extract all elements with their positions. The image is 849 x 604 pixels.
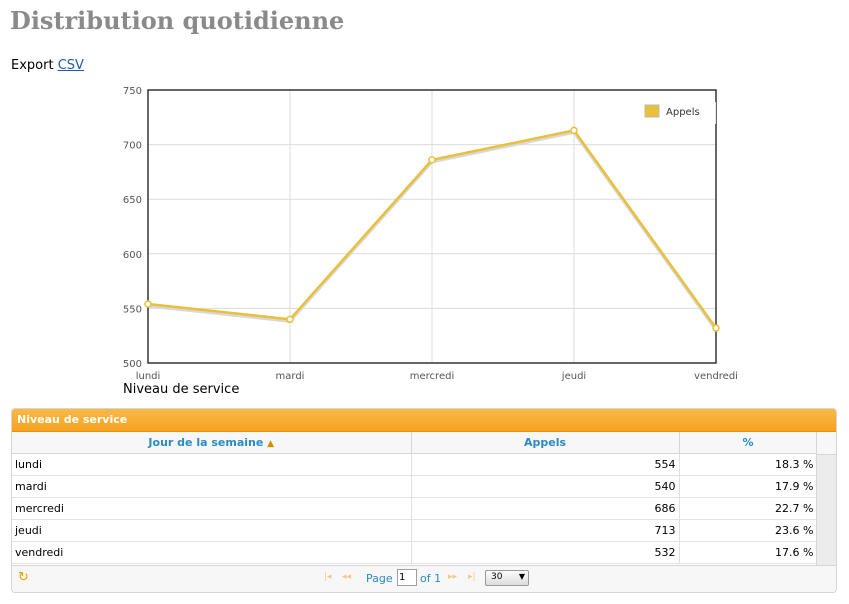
rows-per-page-value: 30 — [491, 572, 503, 582]
cell-calls: 686 — [411, 497, 680, 520]
y-tick-label: 500 — [123, 359, 142, 370]
column-header-percent[interactable]: % — [679, 432, 818, 454]
y-tick-label: 650 — [123, 195, 142, 206]
dropdown-arrow-icon: ▼ — [518, 572, 525, 581]
cell-percent: 17.6 % — [679, 541, 818, 564]
data-point — [144, 300, 152, 308]
page-label: Page — [366, 572, 393, 585]
refresh-icon[interactable]: ↻ — [18, 570, 29, 585]
cell-percent: 23.6 % — [679, 519, 818, 542]
export-label: Export — [11, 58, 54, 73]
x-tick-label: jeudi — [561, 371, 586, 382]
vertical-scrollbar[interactable] — [816, 455, 836, 565]
x-tick-label: lundi — [136, 371, 161, 382]
rows-per-page-select[interactable]: 30 ▼ — [485, 570, 529, 586]
data-point — [286, 315, 294, 324]
column-header-day[interactable]: Jour de la semaine ▲ — [12, 432, 412, 454]
page-count-label: of 1 — [420, 572, 442, 585]
last-page-icon[interactable]: ▸| — [468, 572, 476, 582]
cell-calls: 532 — [411, 541, 680, 564]
header-row: Jour de la semaine ▲ Appels % — [12, 432, 818, 454]
cell-percent: 17.9 % — [679, 475, 818, 498]
chart-caption: Niveau de service — [123, 382, 240, 397]
table-row[interactable]: mardi 540 17.9 % — [12, 475, 818, 498]
x-tick-label: vendredi — [694, 371, 738, 382]
data-point — [428, 156, 436, 164]
plot-border — [147, 89, 717, 364]
line-chart: 500 550 600 650 700 750 lundi mardi mercredi jeud… — [123, 86, 738, 382]
table-row[interactable]: lundi 554 18.3 % — [12, 453, 818, 476]
data-point — [570, 126, 578, 135]
y-tick-label: 700 — [123, 141, 142, 152]
x-tick-label: mercredi — [410, 371, 454, 382]
cell-calls: 554 — [411, 453, 680, 476]
grid-table: Jour de la semaine ▲ Appels % lundi 554 … — [12, 432, 818, 564]
grid-title: Niveau de service — [12, 409, 836, 432]
data-grid: Niveau de service Jour de la semaine ▲ A… — [11, 408, 837, 593]
y-tick-label: 750 — [123, 86, 142, 97]
pager-bar: ↻ |◂ ◂◂ Page of 1 ▸▸ ▸| 30 ▼ — [12, 565, 836, 592]
y-tick-label: 600 — [123, 250, 142, 261]
legend-label: Appels — [666, 107, 700, 118]
legend-box — [644, 102, 716, 124]
x-tick-label: mardi — [276, 371, 305, 382]
data-point — [712, 324, 720, 332]
cell-percent: 18.3 % — [679, 453, 818, 476]
prev-page-icon[interactable]: ◂◂ — [342, 572, 352, 582]
cell-percent: 22.7 % — [679, 497, 818, 520]
table-row[interactable]: vendredi 532 17.6 % — [12, 541, 818, 564]
cell-calls: 713 — [411, 519, 680, 542]
csv-export-link[interactable]: CSV — [57, 58, 84, 73]
sort-icon[interactable]: ▲ — [267, 439, 275, 449]
page-number-input[interactable] — [397, 569, 417, 586]
header-filler — [816, 432, 836, 455]
cell-calls: 540 — [411, 475, 680, 498]
next-page-icon[interactable]: ▸▸ — [448, 572, 458, 582]
cell-day: mardi — [12, 475, 412, 498]
cell-day: lundi — [12, 453, 412, 476]
cell-day: vendredi — [12, 541, 412, 564]
legend-swatch — [644, 104, 660, 118]
export-line: Export CSV — [11, 58, 84, 73]
page-title: Distribution quotidienne — [10, 6, 345, 35]
table-row[interactable]: mercredi 686 22.7 % — [12, 497, 818, 520]
column-header-calls[interactable]: Appels — [411, 432, 680, 454]
first-page-icon[interactable]: |◂ — [324, 572, 332, 582]
table-row[interactable]: jeudi 713 23.6 % — [12, 519, 818, 542]
cell-day: jeudi — [12, 519, 412, 542]
y-tick-label: 550 — [123, 304, 142, 315]
cell-day: mercredi — [12, 497, 412, 520]
